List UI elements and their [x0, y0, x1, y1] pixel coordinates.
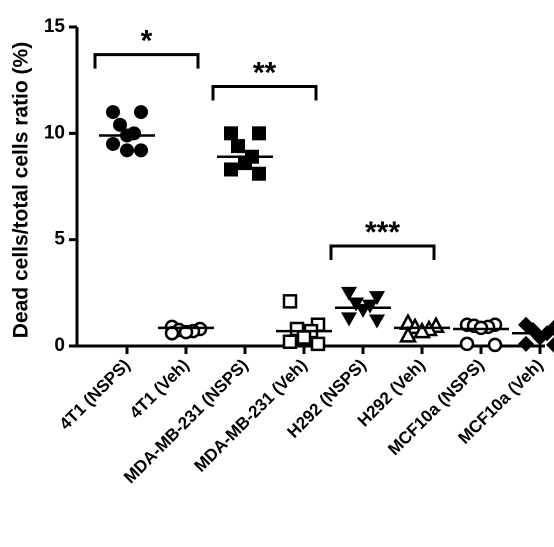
data-point [487, 337, 503, 353]
data-point [106, 136, 120, 151]
y-ticks: 0 5 10 15 [44, 16, 77, 356]
significance-bracket [93, 53, 200, 69]
data-point [178, 324, 194, 340]
significance-label: * [141, 25, 153, 58]
data-point [282, 334, 298, 349]
y-tick-label: 5 [54, 229, 65, 250]
data-point [369, 314, 385, 329]
data-point [120, 143, 134, 158]
data-point [518, 335, 534, 352]
data-point [310, 336, 326, 352]
data-point [238, 156, 252, 171]
data-point [231, 139, 245, 154]
data-point [546, 336, 554, 353]
data-point [224, 126, 238, 141]
data-point [459, 336, 475, 352]
data-point [252, 166, 266, 181]
data-point [369, 291, 385, 306]
data-point [252, 126, 266, 141]
significance-annotations: ****** [93, 25, 436, 261]
x-tick-label: MDA-MB-231 (Veh) [191, 355, 311, 475]
significance-label: *** [365, 216, 400, 249]
significance-bracket [211, 85, 318, 101]
y-tick-label: 0 [54, 335, 65, 356]
data-point [341, 286, 357, 301]
data-point [113, 117, 127, 132]
x-ticks: 4T1 (NSPS)4T1 (Veh)MDA-MB-231 (NSPS)MDA-… [56, 346, 547, 487]
significance-label: ** [253, 57, 277, 90]
data-point [282, 294, 298, 309]
data-point [341, 312, 357, 327]
y-tick-label: 10 [44, 122, 65, 143]
data-point [106, 105, 120, 120]
y-axis-label: Dead cells/total cells ratio (%) [10, 42, 33, 338]
y-tick-label: 15 [44, 16, 66, 37]
significance-bracket [329, 244, 436, 261]
data-points [106, 105, 554, 353]
mean-lines [99, 134, 554, 335]
data-point [398, 325, 418, 343]
data-point [224, 162, 238, 177]
data-point [134, 143, 148, 158]
data-point [296, 330, 312, 345]
data-point [412, 321, 432, 339]
data-point [134, 105, 148, 120]
x-tick-label: 4T1 (NSPS) [56, 355, 134, 433]
axes [75, 27, 545, 348]
